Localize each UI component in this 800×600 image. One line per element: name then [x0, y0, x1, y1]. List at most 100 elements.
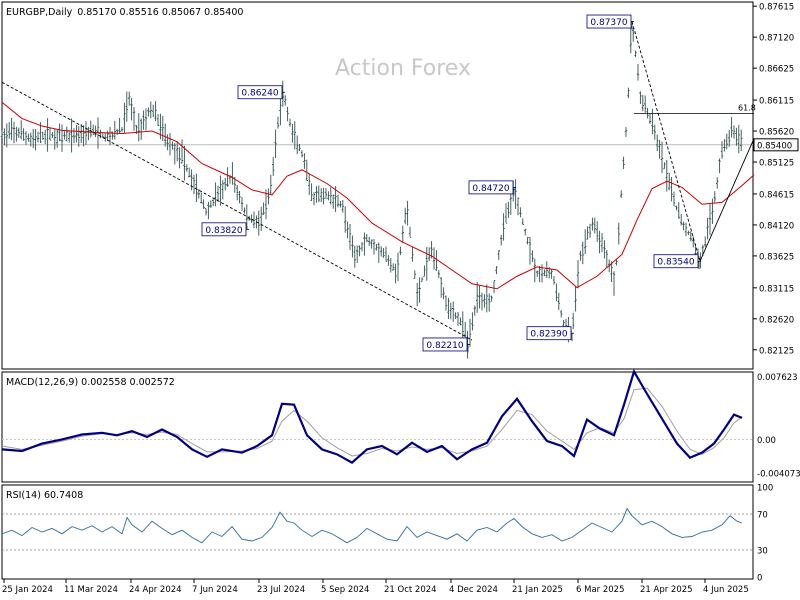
price-bar: [658, 139, 661, 159]
fib-label: 61.8: [738, 104, 756, 113]
price-bar: [507, 201, 510, 218]
price-bar: [183, 145, 186, 181]
price-bar: [272, 157, 275, 176]
price-bar: [128, 91, 131, 106]
price-bar: [454, 312, 457, 320]
price-bar: [728, 129, 731, 147]
price-callout: 0.83820: [201, 222, 249, 237]
price-bar: [327, 191, 330, 201]
current-price-label: 0.85400: [757, 141, 792, 151]
price-callout: 0.84720: [468, 180, 516, 195]
price-bar: [425, 247, 428, 281]
rsi-header: RSI(14) 60.7408: [6, 490, 83, 501]
price-bar: [34, 129, 37, 151]
price-bar: [423, 265, 426, 278]
price-bar: [528, 236, 532, 265]
price-bar: [600, 232, 604, 253]
price-bar: [89, 120, 92, 138]
price-bar: [603, 240, 606, 259]
price-bar: [65, 126, 68, 142]
price-bar: [519, 207, 522, 218]
price-bar: [104, 132, 107, 142]
price-bar: [310, 183, 313, 201]
price-callout-label: 0.82390: [530, 330, 567, 340]
price-bar: [41, 131, 44, 140]
date-axis: 25 Jan 2024 11 Mar 2024 24 Apr 2024 7 Jun 2…: [2, 579, 749, 595]
price-bar: [77, 126, 80, 147]
price-tick-label: 0.86115: [759, 97, 794, 107]
price-bar: [672, 191, 676, 207]
macd-line: [1, 368, 743, 464]
rsi-panel-frame: [1, 484, 754, 580]
price-bar: [8, 122, 11, 139]
price-bar: [269, 174, 272, 195]
price-bar: [195, 173, 198, 203]
price-bar: [274, 129, 277, 158]
symbol-label: EURGBP,Daily: [6, 7, 73, 18]
price-bar: [483, 294, 486, 308]
price-bar: [411, 246, 414, 262]
price-bar: [634, 50, 637, 58]
price-bar: [315, 186, 318, 203]
price-bar: [70, 118, 73, 153]
price-bar: [262, 202, 265, 215]
price-bar: [358, 245, 361, 257]
price-bar: [180, 139, 184, 164]
price-bar: [171, 141, 174, 150]
price-bar: [120, 127, 124, 132]
price-bar: [207, 201, 210, 220]
price-bar: [737, 124, 740, 154]
date-tick-label: 21 Apr 2025: [640, 585, 693, 595]
price-bar: [20, 120, 23, 140]
price-bar: [29, 132, 32, 147]
price-bar: [704, 236, 707, 248]
price-bar: [176, 141, 179, 162]
price-bar: [87, 126, 90, 141]
price-bar: [639, 91, 642, 104]
price-bar: [437, 270, 440, 279]
price-bar: [3, 128, 6, 146]
price-tick-label: 0.83115: [759, 284, 794, 294]
price-bar: [68, 130, 71, 143]
price-bar: [624, 127, 628, 137]
price-tick-label: 0.85620: [759, 128, 794, 138]
moving-average: [1, 101, 755, 290]
price-bar: [476, 281, 479, 313]
ma-line: [1, 101, 755, 290]
price-bar: [711, 198, 714, 225]
price-bar: [504, 203, 508, 224]
price-bar: [495, 266, 498, 275]
price-bar: [406, 200, 409, 226]
price-bar: [243, 207, 246, 214]
price-bar: [670, 176, 673, 202]
price-bar: [10, 117, 13, 141]
price-bar: [452, 301, 455, 322]
price-bar: [24, 131, 28, 145]
watermark: Action Forex: [335, 56, 471, 81]
price-bar: [236, 185, 239, 201]
price-bar: [5, 123, 8, 148]
price-bar: [245, 204, 248, 228]
price-callout-label: 0.87370: [590, 18, 627, 28]
price-bar: [260, 206, 263, 231]
price-bar: [0, 130, 4, 139]
price-bar: [648, 113, 652, 124]
price-bar: [550, 269, 553, 279]
price-callout: 0.86240: [237, 85, 285, 100]
price-bar: [322, 187, 325, 205]
price-bar: [286, 106, 289, 122]
price-bar: [627, 87, 630, 99]
price-bar: [372, 239, 376, 255]
price-bar: [17, 127, 20, 138]
price-bar: [574, 286, 577, 312]
price-bar: [12, 121, 16, 144]
price-bar: [317, 185, 320, 203]
price-bar: [428, 247, 431, 262]
price-bar: [399, 246, 402, 256]
price-bar: [536, 270, 539, 277]
price-bar: [524, 228, 527, 236]
price-bar: [588, 223, 592, 238]
price-bar: [545, 261, 548, 278]
price-bar: [15, 126, 18, 142]
